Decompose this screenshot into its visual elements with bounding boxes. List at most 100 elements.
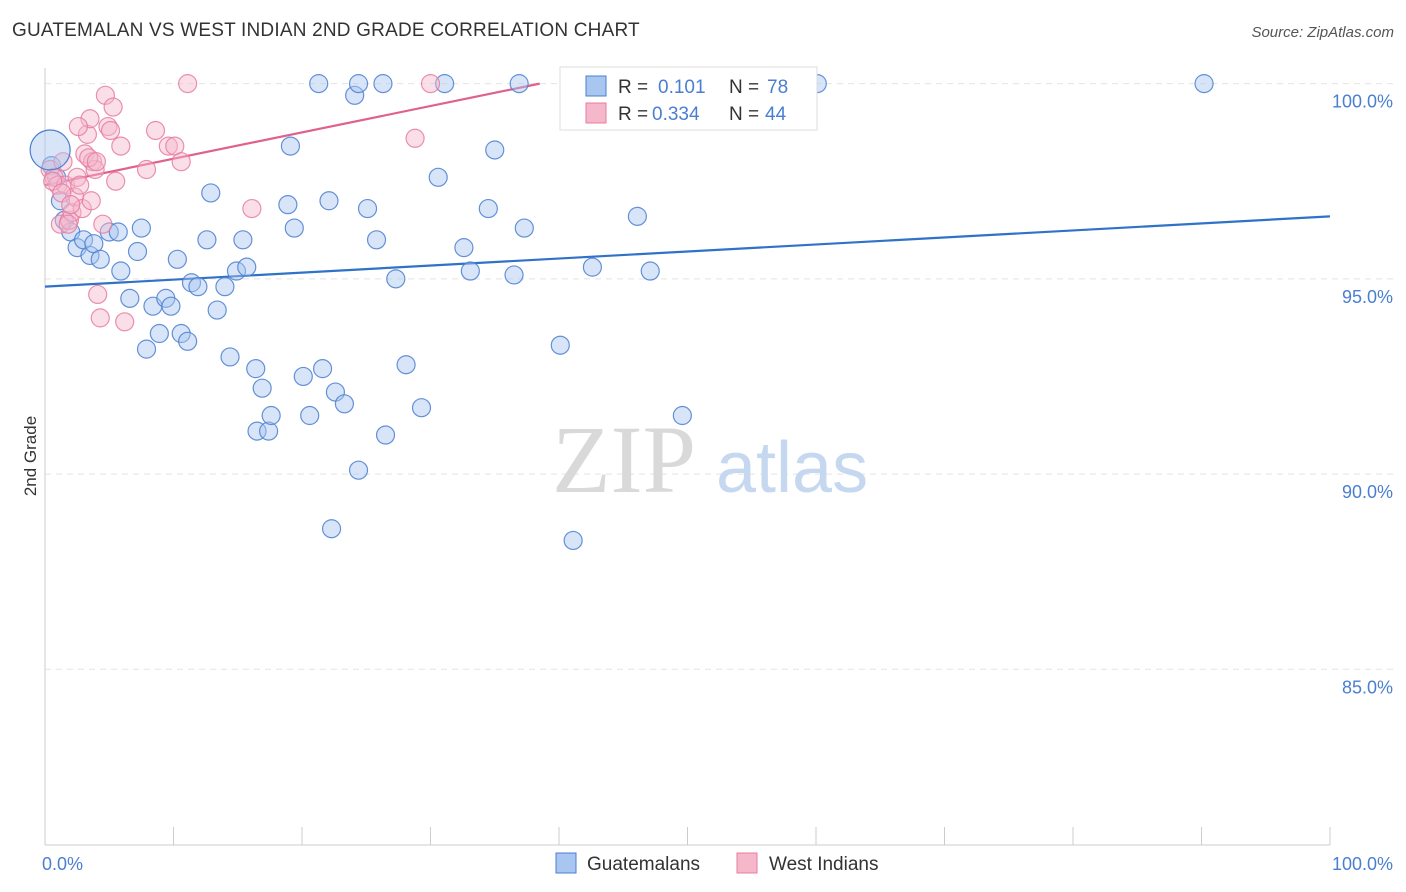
- point-guatemalans: [80, 245, 100, 266]
- point-guatemalans: [220, 347, 240, 367]
- legend-swatch-pink: [585, 102, 607, 124]
- point-west-indians: [100, 120, 121, 141]
- point-west-indians: [62, 202, 82, 223]
- point-west-indians: [93, 214, 113, 234]
- point-guatemalans: [111, 261, 131, 281]
- point-west-indians: [86, 152, 107, 172]
- point-guatemalans: [514, 218, 534, 238]
- point-guatemalans: [261, 405, 281, 426]
- series-legend-swatch-west-indians: [736, 852, 758, 874]
- point-guatemalans: [582, 257, 603, 277]
- legend-r-label-1: R =: [618, 77, 648, 98]
- point-west-indians: [158, 136, 178, 156]
- point-guatemalans: [1194, 74, 1214, 94]
- point-guatemalans: [215, 277, 235, 297]
- point-guatemalans: [50, 191, 71, 211]
- point-guatemalans: [127, 241, 148, 262]
- point-guatemalans: [278, 195, 298, 215]
- point-guatemalans: [284, 218, 304, 238]
- legend-n-label-1: N =: [729, 77, 759, 98]
- point-guatemalans: [167, 249, 187, 269]
- point-west-indians: [420, 74, 441, 94]
- y-tick-label: 85.0%: [1342, 677, 1393, 697]
- point-guatemalans: [478, 198, 498, 219]
- point-guatemalans: [563, 530, 583, 551]
- series-legend-label-guatemalans: Guatemalans: [587, 854, 700, 875]
- point-guatemalans: [640, 261, 660, 281]
- point-west-indians: [136, 159, 157, 180]
- point-guatemalans: [108, 222, 128, 242]
- point-west-indians: [61, 195, 81, 215]
- point-guatemalans: [435, 74, 455, 94]
- point-guatemalans: [373, 74, 393, 94]
- point-guatemalans: [188, 277, 208, 297]
- watermark: ZIP atlas: [552, 406, 868, 513]
- point-west-indians: [106, 171, 126, 191]
- legend-swatch-blue: [585, 75, 607, 97]
- point-west-indians: [111, 136, 131, 156]
- legend-r-label-2: R =: [618, 104, 648, 125]
- point-guatemalans: [485, 140, 505, 160]
- point-west-indians: [95, 85, 115, 105]
- point-west-indians: [58, 214, 78, 234]
- data-points: [29, 74, 1214, 551]
- point-guatemalans: [504, 265, 524, 285]
- point-guatemalans: [90, 249, 110, 269]
- point-guatemalans: [319, 191, 339, 211]
- point-guatemalans: [321, 519, 342, 539]
- point-guatemalans: [171, 323, 191, 344]
- point-guatemalans: [237, 257, 257, 277]
- watermark-atlas: atlas: [716, 428, 868, 508]
- stats-legend: R = 0.101 N = 78 R = 0.334 N = 44: [559, 66, 818, 131]
- point-guatemalans: [509, 74, 529, 94]
- point-guatemalans: [197, 230, 217, 250]
- point-guatemalans: [258, 421, 279, 441]
- point-guatemalans: [345, 85, 365, 105]
- point-guatemalans: [226, 261, 247, 281]
- point-guatemalans: [454, 238, 474, 258]
- point-guatemalans: [627, 206, 647, 226]
- point-guatemalans: [293, 366, 313, 387]
- point-guatemalans: [312, 359, 333, 379]
- point-guatemalans: [207, 300, 227, 320]
- point-west-indians: [85, 159, 105, 180]
- point-guatemalans: [411, 398, 432, 418]
- point-west-indians: [80, 109, 100, 129]
- point-guatemalans: [375, 425, 396, 445]
- series-legend-swatch-guatemalans: [555, 852, 577, 874]
- point-west-indians: [115, 312, 135, 332]
- point-guatemalans: [366, 230, 387, 250]
- y-axis-title: 2nd Grade: [21, 416, 40, 496]
- y-tick-label: 90.0%: [1342, 482, 1393, 502]
- point-guatemalans: [149, 323, 169, 344]
- grid-lines: [45, 83, 1395, 670]
- point-guatemalans: [672, 405, 692, 426]
- chart-title: GUATEMALAN VS WEST INDIAN 2ND GRADE CORR…: [12, 20, 640, 41]
- point-west-indians: [103, 97, 123, 117]
- point-guatemalans: [300, 405, 320, 426]
- point-west-indians: [81, 191, 101, 211]
- point-guatemalans: [120, 288, 140, 308]
- legend-n-label-2: N =: [729, 104, 759, 125]
- point-west-indians: [88, 284, 108, 305]
- point-guatemalans: [280, 136, 301, 156]
- y-tick-label: 95.0%: [1342, 287, 1393, 307]
- point-west-indians: [178, 74, 198, 94]
- trend-line-west-indians: [44, 82, 540, 187]
- point-west-indians: [171, 152, 191, 172]
- legend-n-value-1: 78: [767, 77, 788, 98]
- axes: [44, 68, 1331, 846]
- point-west-indians: [68, 116, 89, 137]
- point-guatemalans: [246, 359, 266, 379]
- legend-n-value-2: 44: [765, 104, 787, 125]
- point-guatemalans: [247, 421, 267, 441]
- point-guatemalans: [550, 335, 570, 355]
- point-guatemalans: [161, 296, 181, 316]
- point-guatemalans: [428, 167, 448, 187]
- x-tick-label-right: 100.0%: [1332, 854, 1393, 874]
- point-guatemalans: [201, 183, 221, 203]
- point-guatemalans: [396, 355, 416, 375]
- point-west-indians: [90, 308, 110, 328]
- legend-r-value-2: 0.334: [652, 104, 700, 125]
